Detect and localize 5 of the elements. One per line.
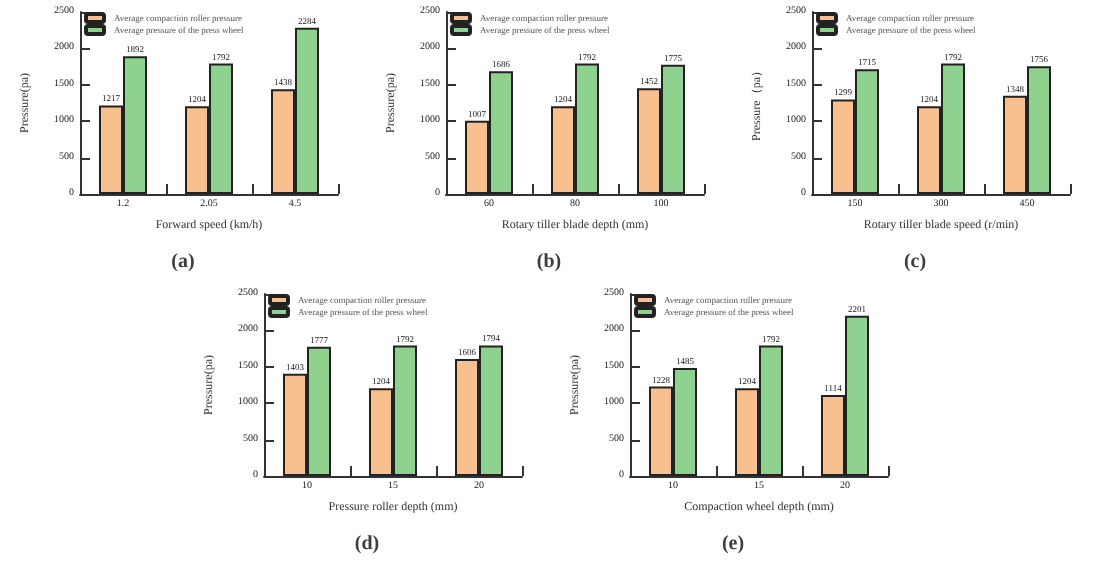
text: (d) xyxy=(354,533,380,555)
text: (e) xyxy=(721,533,745,555)
text: (c) xyxy=(903,251,927,273)
text: (b) xyxy=(536,251,562,273)
text: (a) xyxy=(171,251,195,273)
